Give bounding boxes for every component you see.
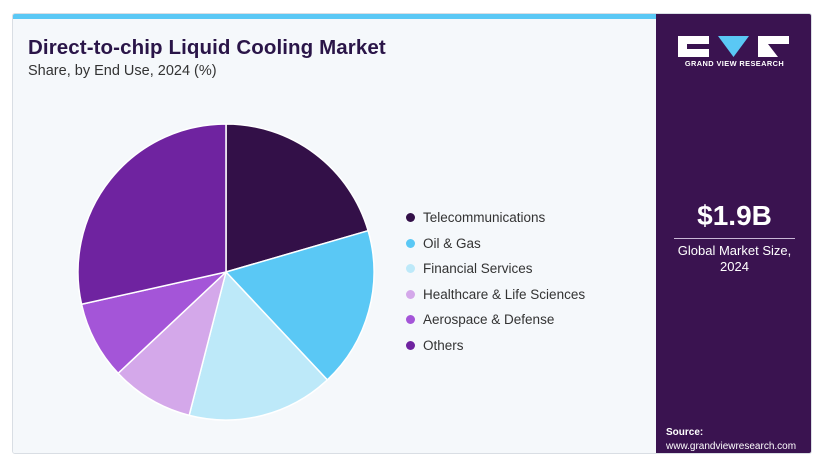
- legend-label: Telecommunications: [423, 210, 546, 226]
- legend-item-healthcare-life-sciences: Healthcare & Life Sciences: [406, 282, 585, 308]
- legend-item-oil-gas: Oil & Gas: [406, 231, 585, 257]
- legend-swatch: [406, 315, 415, 325]
- legend-item-aerospace-defense: Aerospace & Defense: [406, 307, 585, 333]
- chart-panel: Direct-to-chip Liquid Cooling Market Sha…: [13, 19, 656, 453]
- market-size-value: $1.9B: [697, 200, 772, 231]
- pie-chart: [77, 123, 375, 421]
- legend-item-others: Others: [406, 333, 585, 359]
- page-subtitle: Share, by End Use, 2024 (%): [28, 63, 217, 79]
- page-title: Direct-to-chip Liquid Cooling Market: [28, 36, 386, 59]
- legend-label: Aerospace & Defense: [423, 312, 555, 328]
- legend-swatch: [406, 340, 415, 350]
- pie-slice-others: [77, 123, 227, 306]
- legend-label: Financial Services: [423, 261, 533, 277]
- pie-slice-oil-gas: [225, 229, 375, 381]
- legend-swatch: [406, 213, 415, 223]
- market-size-label-line1: Global Market Size,: [677, 243, 792, 258]
- accent-bar: [13, 14, 656, 19]
- gvr-logo-icon: GRAND VIEW RESEARCH: [678, 36, 790, 68]
- market-size-label-line2: 2024: [720, 259, 749, 274]
- legend-label: Others: [423, 337, 464, 353]
- legend-label: Oil & Gas: [423, 235, 481, 251]
- legend-swatch: [406, 289, 415, 299]
- brand-name: GRAND VIEW RESEARCH: [684, 59, 785, 68]
- chart-legend: Telecommunications Oil & Gas Financial Ser…: [406, 205, 585, 358]
- pie-slice-healthcare-life-sciences: [117, 271, 227, 417]
- market-size-label: Global Market Size, 2024: [656, 243, 811, 275]
- logo-shapes: [678, 36, 789, 57]
- pie-slice-financial-services: [188, 271, 329, 421]
- legend-swatch: [406, 238, 415, 248]
- market-size-divider: [674, 238, 795, 239]
- legend-item-telecommunications: Telecommunications: [406, 205, 585, 231]
- sidebar-panel: GRAND VIEW RESEARCH $1.9B Global Market …: [656, 14, 811, 453]
- chart-card: Direct-to-chip Liquid Cooling Market Sha…: [12, 13, 812, 454]
- legend-label: Healthcare & Life Sciences: [423, 286, 586, 302]
- source-title: Source:: [666, 427, 704, 438]
- legend-swatch: [406, 264, 415, 274]
- legend-item-financial-services: Financial Services: [406, 256, 585, 282]
- pie-slice-telecommunications: [225, 123, 369, 273]
- source-link[interactable]: www.grandviewresearch.com: [666, 441, 797, 452]
